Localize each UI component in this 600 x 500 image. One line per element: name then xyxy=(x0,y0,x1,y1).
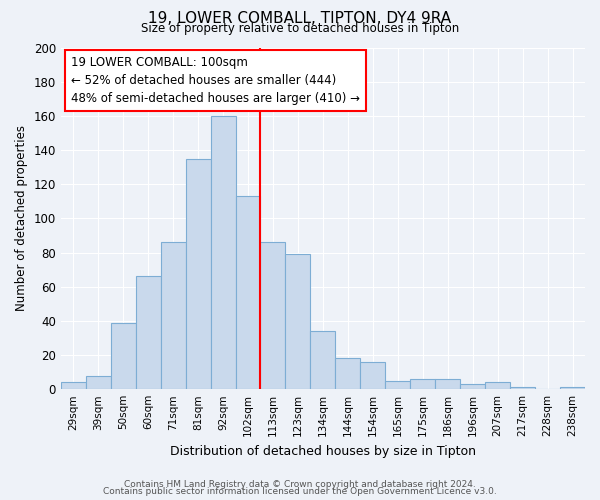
Bar xyxy=(335,358,361,389)
Bar xyxy=(435,379,460,389)
Bar xyxy=(161,242,185,389)
Bar xyxy=(111,322,136,389)
Bar xyxy=(260,242,286,389)
Bar xyxy=(385,380,410,389)
Y-axis label: Number of detached properties: Number of detached properties xyxy=(15,126,28,312)
Bar xyxy=(136,276,161,389)
Bar xyxy=(211,116,236,389)
Bar xyxy=(510,388,535,389)
Bar xyxy=(361,362,385,389)
Text: 19, LOWER COMBALL, TIPTON, DY4 9RA: 19, LOWER COMBALL, TIPTON, DY4 9RA xyxy=(148,11,452,26)
Bar xyxy=(310,331,335,389)
X-axis label: Distribution of detached houses by size in Tipton: Distribution of detached houses by size … xyxy=(170,444,476,458)
Bar xyxy=(236,196,260,389)
Bar xyxy=(61,382,86,389)
Text: Size of property relative to detached houses in Tipton: Size of property relative to detached ho… xyxy=(141,22,459,35)
Bar xyxy=(560,388,585,389)
Bar xyxy=(185,158,211,389)
Bar xyxy=(286,254,310,389)
Text: Contains HM Land Registry data © Crown copyright and database right 2024.: Contains HM Land Registry data © Crown c… xyxy=(124,480,476,489)
Bar xyxy=(485,382,510,389)
Text: 19 LOWER COMBALL: 100sqm
← 52% of detached houses are smaller (444)
48% of semi-: 19 LOWER COMBALL: 100sqm ← 52% of detach… xyxy=(71,56,360,105)
Bar xyxy=(86,376,111,389)
Bar xyxy=(460,384,485,389)
Text: Contains public sector information licensed under the Open Government Licence v3: Contains public sector information licen… xyxy=(103,487,497,496)
Bar xyxy=(410,379,435,389)
